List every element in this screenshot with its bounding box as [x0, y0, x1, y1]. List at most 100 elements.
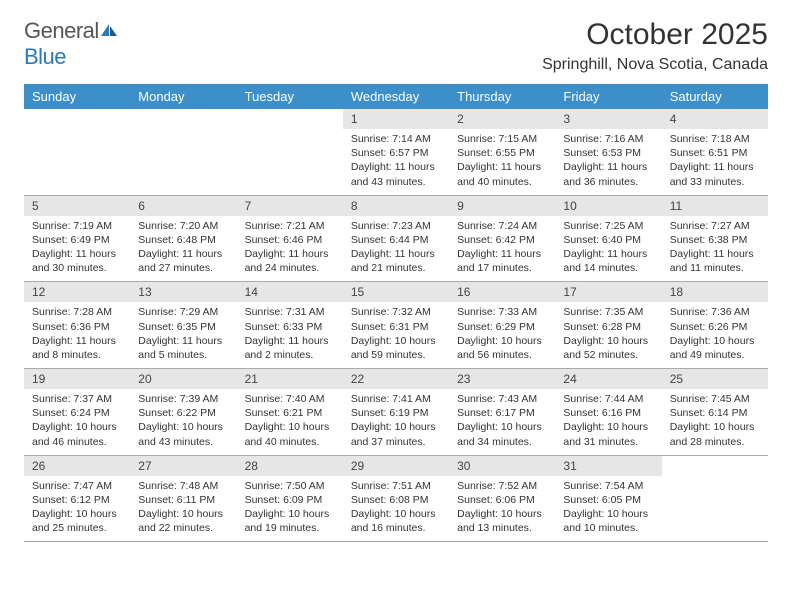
- sunrise-line: Sunrise: 7:43 AM: [457, 392, 547, 406]
- daylight-line: Daylight: 10 hours and 43 minutes.: [138, 420, 228, 448]
- day-number: 14: [237, 282, 343, 302]
- day-number: 29: [343, 456, 449, 476]
- calendar-day-cell: 27Sunrise: 7:48 AMSunset: 6:11 PMDayligh…: [130, 455, 236, 542]
- day-number: 16: [449, 282, 555, 302]
- sunrise-line: Sunrise: 7:21 AM: [245, 219, 335, 233]
- daylight-line: Daylight: 10 hours and 46 minutes.: [32, 420, 122, 448]
- calendar-day-cell: 19Sunrise: 7:37 AMSunset: 6:24 PMDayligh…: [24, 369, 130, 456]
- daylight-line: Daylight: 10 hours and 13 minutes.: [457, 507, 547, 535]
- day-number: 2: [449, 109, 555, 129]
- sunset-line: Sunset: 6:33 PM: [245, 320, 335, 334]
- day-content: Sunrise: 7:48 AMSunset: 6:11 PMDaylight:…: [130, 476, 236, 542]
- sunset-line: Sunset: 6:12 PM: [32, 493, 122, 507]
- sunrise-line: Sunrise: 7:35 AM: [563, 305, 653, 319]
- calendar-week-row: 12Sunrise: 7:28 AMSunset: 6:36 PMDayligh…: [24, 282, 768, 369]
- daylight-line: Daylight: 11 hours and 40 minutes.: [457, 160, 547, 188]
- day-content: Sunrise: 7:41 AMSunset: 6:19 PMDaylight:…: [343, 389, 449, 455]
- sunset-line: Sunset: 6:36 PM: [32, 320, 122, 334]
- sunrise-line: Sunrise: 7:39 AM: [138, 392, 228, 406]
- day-number: 22: [343, 369, 449, 389]
- calendar-day-cell: 2Sunrise: 7:15 AMSunset: 6:55 PMDaylight…: [449, 109, 555, 195]
- sunrise-line: Sunrise: 7:50 AM: [245, 479, 335, 493]
- day-number: 13: [130, 282, 236, 302]
- day-content: Sunrise: 7:20 AMSunset: 6:48 PMDaylight:…: [130, 216, 236, 282]
- day-content: Sunrise: 7:19 AMSunset: 6:49 PMDaylight:…: [24, 216, 130, 282]
- day-number: 15: [343, 282, 449, 302]
- daylight-line: Daylight: 11 hours and 2 minutes.: [245, 334, 335, 362]
- daylight-line: Daylight: 10 hours and 22 minutes.: [138, 507, 228, 535]
- logo-text-part1: General: [24, 18, 99, 43]
- calendar-day-cell: 23Sunrise: 7:43 AMSunset: 6:17 PMDayligh…: [449, 369, 555, 456]
- day-number: [237, 109, 343, 129]
- day-content: Sunrise: 7:27 AMSunset: 6:38 PMDaylight:…: [662, 216, 768, 282]
- sunrise-line: Sunrise: 7:44 AM: [563, 392, 653, 406]
- daylight-line: Daylight: 10 hours and 37 minutes.: [351, 420, 441, 448]
- day-number: 7: [237, 196, 343, 216]
- sunrise-line: Sunrise: 7:15 AM: [457, 132, 547, 146]
- sunrise-line: Sunrise: 7:48 AM: [138, 479, 228, 493]
- daylight-line: Daylight: 11 hours and 21 minutes.: [351, 247, 441, 275]
- day-number: 11: [662, 196, 768, 216]
- sunset-line: Sunset: 6:53 PM: [563, 146, 653, 160]
- daylight-line: Daylight: 10 hours and 28 minutes.: [670, 420, 760, 448]
- day-number: 10: [555, 196, 661, 216]
- sunrise-line: Sunrise: 7:20 AM: [138, 219, 228, 233]
- day-header: Sunday: [24, 84, 130, 109]
- daylight-line: Daylight: 11 hours and 14 minutes.: [563, 247, 653, 275]
- day-header: Friday: [555, 84, 661, 109]
- sunset-line: Sunset: 6:19 PM: [351, 406, 441, 420]
- sunrise-line: Sunrise: 7:45 AM: [670, 392, 760, 406]
- day-number: 3: [555, 109, 661, 129]
- calendar-day-cell: 21Sunrise: 7:40 AMSunset: 6:21 PMDayligh…: [237, 369, 343, 456]
- day-number: 18: [662, 282, 768, 302]
- sunset-line: Sunset: 6:05 PM: [563, 493, 653, 507]
- calendar-day-cell: 28Sunrise: 7:50 AMSunset: 6:09 PMDayligh…: [237, 455, 343, 542]
- daylight-line: Daylight: 10 hours and 25 minutes.: [32, 507, 122, 535]
- day-header: Monday: [130, 84, 236, 109]
- sunrise-line: Sunrise: 7:19 AM: [32, 219, 122, 233]
- logo: General Blue: [24, 18, 119, 70]
- day-content: Sunrise: 7:14 AMSunset: 6:57 PMDaylight:…: [343, 129, 449, 195]
- sunrise-line: Sunrise: 7:23 AM: [351, 219, 441, 233]
- day-number: 19: [24, 369, 130, 389]
- day-content: Sunrise: 7:31 AMSunset: 6:33 PMDaylight:…: [237, 302, 343, 368]
- calendar-day-cell: 16Sunrise: 7:33 AMSunset: 6:29 PMDayligh…: [449, 282, 555, 369]
- daylight-line: Daylight: 11 hours and 5 minutes.: [138, 334, 228, 362]
- sunset-line: Sunset: 6:17 PM: [457, 406, 547, 420]
- sunrise-line: Sunrise: 7:27 AM: [670, 219, 760, 233]
- calendar-day-cell: 6Sunrise: 7:20 AMSunset: 6:48 PMDaylight…: [130, 195, 236, 282]
- day-number: 24: [555, 369, 661, 389]
- calendar-day-cell: 11Sunrise: 7:27 AMSunset: 6:38 PMDayligh…: [662, 195, 768, 282]
- calendar-day-cell: 10Sunrise: 7:25 AMSunset: 6:40 PMDayligh…: [555, 195, 661, 282]
- sunset-line: Sunset: 6:44 PM: [351, 233, 441, 247]
- sunset-line: Sunset: 6:24 PM: [32, 406, 122, 420]
- calendar-day-cell: 15Sunrise: 7:32 AMSunset: 6:31 PMDayligh…: [343, 282, 449, 369]
- sunset-line: Sunset: 6:29 PM: [457, 320, 547, 334]
- sunset-line: Sunset: 6:38 PM: [670, 233, 760, 247]
- calendar-day-cell: 30Sunrise: 7:52 AMSunset: 6:06 PMDayligh…: [449, 455, 555, 542]
- day-number: 8: [343, 196, 449, 216]
- calendar-day-cell: 17Sunrise: 7:35 AMSunset: 6:28 PMDayligh…: [555, 282, 661, 369]
- calendar-day-cell: 26Sunrise: 7:47 AMSunset: 6:12 PMDayligh…: [24, 455, 130, 542]
- daylight-line: Daylight: 11 hours and 43 minutes.: [351, 160, 441, 188]
- calendar-day-cell: 12Sunrise: 7:28 AMSunset: 6:36 PMDayligh…: [24, 282, 130, 369]
- calendar-day-cell: 5Sunrise: 7:19 AMSunset: 6:49 PMDaylight…: [24, 195, 130, 282]
- day-content: Sunrise: 7:24 AMSunset: 6:42 PMDaylight:…: [449, 216, 555, 282]
- sunset-line: Sunset: 6:11 PM: [138, 493, 228, 507]
- sunrise-line: Sunrise: 7:41 AM: [351, 392, 441, 406]
- calendar-day-cell: 24Sunrise: 7:44 AMSunset: 6:16 PMDayligh…: [555, 369, 661, 456]
- calendar-day-cell: [130, 109, 236, 195]
- day-header: Wednesday: [343, 84, 449, 109]
- sunset-line: Sunset: 6:40 PM: [563, 233, 653, 247]
- sunset-line: Sunset: 6:22 PM: [138, 406, 228, 420]
- calendar-day-cell: 4Sunrise: 7:18 AMSunset: 6:51 PMDaylight…: [662, 109, 768, 195]
- calendar-table: SundayMondayTuesdayWednesdayThursdayFrid…: [24, 84, 768, 542]
- daylight-line: Daylight: 10 hours and 31 minutes.: [563, 420, 653, 448]
- calendar-day-cell: 18Sunrise: 7:36 AMSunset: 6:26 PMDayligh…: [662, 282, 768, 369]
- day-content: Sunrise: 7:51 AMSunset: 6:08 PMDaylight:…: [343, 476, 449, 542]
- daylight-line: Daylight: 11 hours and 33 minutes.: [670, 160, 760, 188]
- sunrise-line: Sunrise: 7:24 AM: [457, 219, 547, 233]
- day-content: Sunrise: 7:39 AMSunset: 6:22 PMDaylight:…: [130, 389, 236, 455]
- calendar-day-cell: [237, 109, 343, 195]
- daylight-line: Daylight: 11 hours and 36 minutes.: [563, 160, 653, 188]
